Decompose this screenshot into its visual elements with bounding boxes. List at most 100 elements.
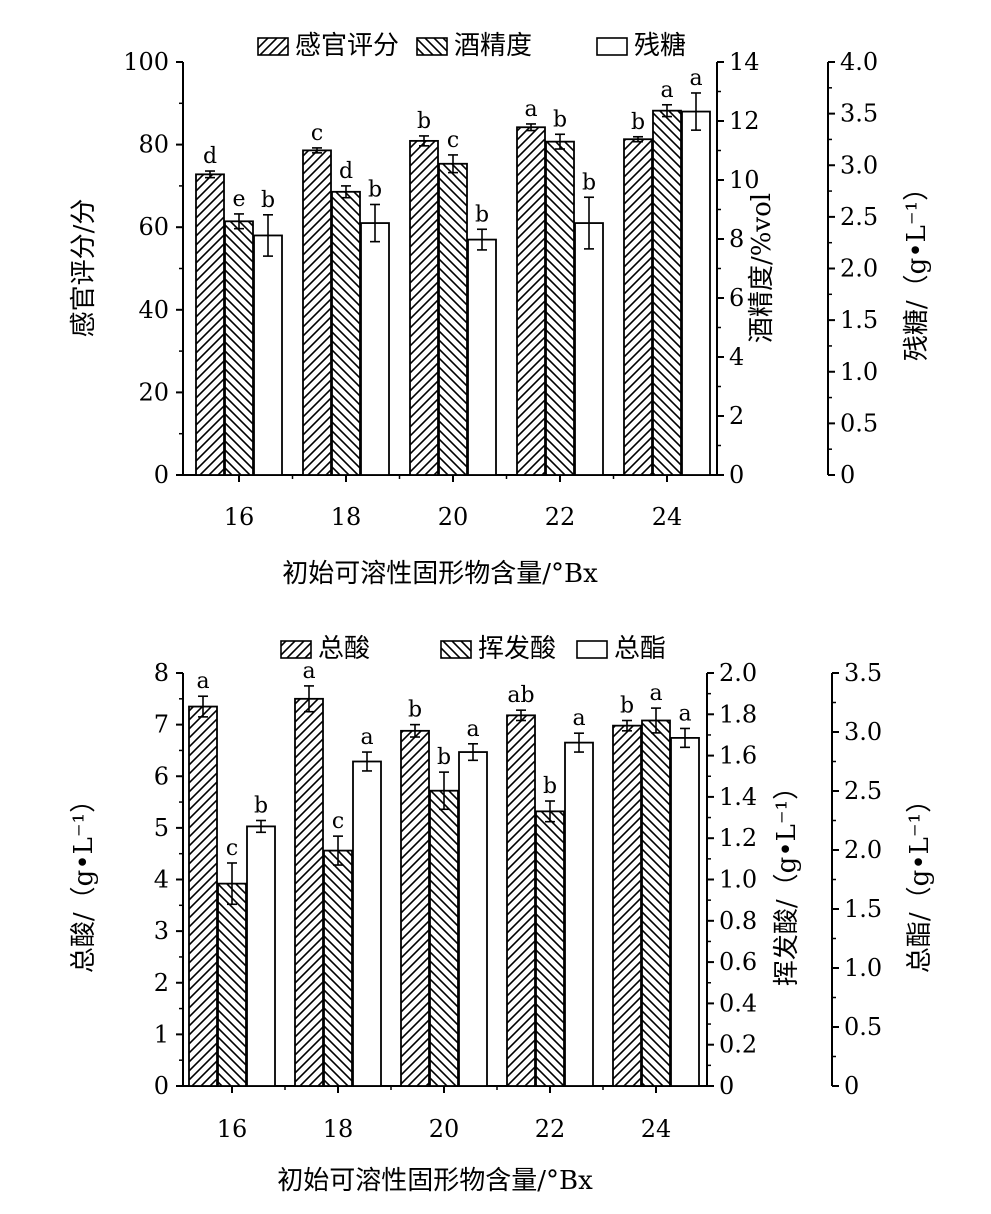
significance-label: a [649, 681, 662, 706]
y-tick-label: 3.5 [840, 100, 878, 128]
y-tick-label: 8 [154, 659, 169, 687]
y-tick-label: 2.0 [840, 255, 878, 283]
bar [458, 751, 488, 1087]
x-tick-label: 24 [641, 1115, 672, 1143]
bar [641, 719, 671, 1087]
significance-label: b [261, 188, 275, 213]
x-tick-label: 18 [331, 503, 362, 531]
y-tick-label: 3.0 [844, 718, 882, 746]
significance-label: a [689, 66, 702, 91]
y-tick-label: 0.8 [719, 907, 757, 935]
y-axis-title: 酒精度/%vol [747, 193, 777, 343]
significance-label: a [302, 659, 315, 684]
y-tick-label: 1.6 [719, 742, 757, 770]
bar [564, 741, 594, 1087]
bar [670, 737, 700, 1087]
legend-label: 总酸 [318, 634, 370, 664]
x-tick-label: 22 [545, 503, 576, 531]
bar [467, 238, 497, 476]
significance-label: c [311, 121, 323, 146]
x-tick-label: 16 [224, 503, 255, 531]
bar [429, 789, 459, 1087]
y-tick-label: 0.4 [719, 989, 757, 1017]
significance-label: a [572, 706, 585, 731]
y-tick-label: 1.5 [840, 306, 878, 334]
y-tick-label: 0.6 [719, 948, 757, 976]
legend-swatch [280, 640, 312, 659]
y-tick-label: 1.0 [844, 954, 882, 982]
y-tick-label: 2.0 [844, 836, 882, 864]
bar [352, 760, 382, 1087]
significance-label: b [582, 170, 596, 195]
bar [360, 222, 390, 476]
y-tick-label: 3.0 [840, 151, 878, 179]
chart-acids-esters: 0 1 2 3 4 5 6 7 8 总酸/（g•L⁻¹） 0 0.2 0.4 0.6 0.8 1.0 1.2 1.… [69, 634, 935, 1196]
significance-label: b [417, 109, 431, 134]
significance-label: b [475, 202, 489, 227]
y-tick-label: 4.0 [840, 48, 878, 76]
bar [623, 138, 653, 476]
significance-label: b [408, 698, 422, 723]
bar [302, 149, 332, 476]
y-tick-label: 0 [840, 461, 855, 489]
x-axis-title: 初始可溶性固形物含量/°Bx [277, 1166, 593, 1196]
significance-label: b [254, 794, 268, 819]
legend-swatch [416, 37, 448, 56]
significance-label: b [368, 177, 382, 202]
x-tick-label: 20 [429, 1115, 460, 1143]
y-tick-label: 10 [729, 166, 760, 194]
significance-label: b [437, 745, 451, 770]
y-axis-title: 总酸/（g•L⁻¹） [69, 787, 99, 973]
legend-swatch [596, 37, 628, 56]
y-tick-label: 3 [154, 917, 169, 945]
bar [294, 697, 324, 1087]
y-axis-title: 挥发酸/（g•L⁻¹） [772, 774, 802, 986]
y-axis-title: 残糖/（g•L⁻¹） [902, 175, 932, 361]
y-tick-label: 8 [729, 225, 744, 253]
legend-label: 酒精度 [454, 31, 532, 61]
y-tick-label: 2.5 [844, 777, 882, 805]
significance-label: b [631, 110, 645, 135]
bar [652, 109, 682, 476]
significance-label: a [660, 78, 673, 103]
significance-label: a [678, 701, 691, 726]
y-tick-label: 4 [729, 343, 744, 371]
y-tick-label: 2.0 [719, 659, 757, 687]
y-tick-label: 2.5 [840, 203, 878, 231]
bar [323, 849, 353, 1087]
legend-label: 挥发酸 [478, 634, 556, 664]
y-tick-label: 20 [138, 378, 169, 406]
legend-swatch [257, 37, 289, 56]
x-axis-title: 初始可溶性固形物含量/°Bx [282, 559, 598, 589]
y-tick-label: 14 [729, 48, 760, 76]
y-tick-label: 2 [154, 969, 169, 997]
bar [545, 140, 575, 476]
significance-label: c [447, 128, 459, 153]
bar [516, 126, 546, 476]
y-tick-label: 3.5 [844, 659, 882, 687]
bar [188, 705, 218, 1087]
y-tick-label: 0 [729, 461, 744, 489]
bar [438, 162, 468, 476]
bar [574, 222, 604, 476]
legend-label: 总酯 [614, 634, 666, 664]
y-tick-label: 40 [138, 296, 169, 324]
bar [681, 110, 711, 476]
y-tick-label: 0 [154, 461, 169, 489]
significance-label: e [232, 187, 245, 212]
y-tick-label: 7 [154, 711, 169, 739]
x-tick-label: 22 [535, 1115, 566, 1143]
y-tick-label: 4 [154, 866, 169, 894]
significance-label: a [466, 717, 479, 742]
y-tick-label: 2 [729, 402, 744, 430]
x-tick-label: 24 [652, 503, 683, 531]
bar [246, 825, 276, 1087]
y-tick-label: 0 [719, 1072, 734, 1100]
legend-label: 感官评分 [295, 31, 399, 61]
bar [400, 729, 430, 1087]
significance-label: d [339, 159, 353, 184]
y-tick-label: 1.0 [840, 358, 878, 386]
legend-swatch [576, 640, 608, 659]
y-tick-label: 5 [154, 814, 169, 842]
y-tick-label: 0.5 [844, 1013, 882, 1041]
